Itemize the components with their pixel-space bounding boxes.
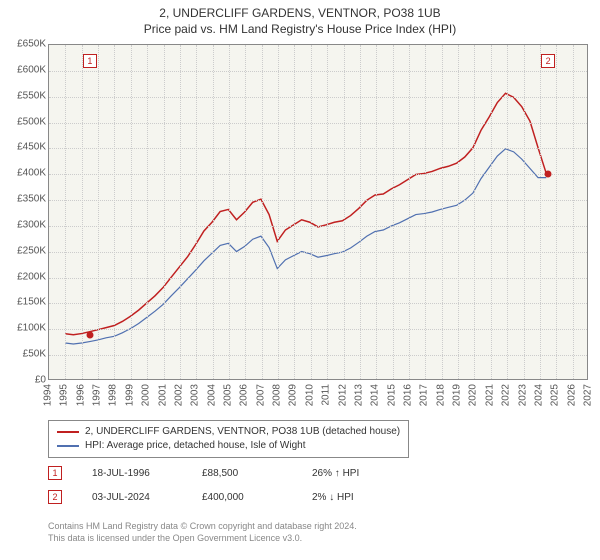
y-tick-label: £200K [17,271,46,282]
chart-subtitle: Price paid vs. HM Land Registry's House … [0,20,600,40]
x-tick-label: 2019 [452,384,463,406]
legend-label: HPI: Average price, detached house, Isle… [85,439,306,453]
x-tick-label: 2023 [517,384,528,406]
x-tick-label: 1999 [124,384,135,406]
x-tick-label: 2024 [533,384,544,406]
event-date: 18-JUL-1996 [92,468,172,479]
y-tick-label: £150K [17,297,46,308]
x-tick-label: 1994 [43,384,54,406]
x-tick-label: 2022 [501,384,512,406]
x-tick-label: 2018 [435,384,446,406]
legend: 2, UNDERCLIFF GARDENS, VENTNOR, PO38 1UB… [48,420,409,458]
y-tick-label: £250K [17,245,46,256]
y-tick-label: £350K [17,194,46,205]
x-tick-label: 1997 [92,384,103,406]
event-delta: 2% ↓ HPI [312,492,392,503]
event-price: £400,000 [202,492,282,503]
x-tick-label: 2008 [272,384,283,406]
event-price: £88,500 [202,468,282,479]
x-tick-label: 1995 [59,384,70,406]
x-tick-label: 2000 [141,384,152,406]
x-tick-label: 2012 [337,384,348,406]
footer-text: Contains HM Land Registry data © Crown c… [48,520,357,544]
data-point [545,171,552,178]
chart-title: 2, UNDERCLIFF GARDENS, VENTNOR, PO38 1UB [0,0,600,20]
y-tick-label: £450K [17,142,46,153]
x-tick-label: 2014 [370,384,381,406]
legend-label: 2, UNDERCLIFF GARDENS, VENTNOR, PO38 1UB… [85,425,400,439]
footer-line: This data is licensed under the Open Gov… [48,532,357,544]
x-tick-label: 2005 [223,384,234,406]
y-tick-label: £500K [17,116,46,127]
x-tick-label: 2020 [468,384,479,406]
legend-item: 2, UNDERCLIFF GARDENS, VENTNOR, PO38 1UB… [57,425,400,439]
x-tick-label: 2009 [288,384,299,406]
y-tick-label: £100K [17,323,46,334]
y-tick-label: £300K [17,219,46,230]
x-tick-label: 1998 [108,384,119,406]
y-tick-label: £50K [23,349,46,360]
x-tick-label: 2003 [190,384,201,406]
event-marker-icon: 2 [48,490,62,504]
chart-marker: 1 [83,54,97,68]
legend-swatch [57,445,79,447]
x-tick-label: 2016 [403,384,414,406]
plot-area: 12 [48,44,588,380]
event-date: 03-JUL-2024 [92,492,172,503]
x-tick-label: 2021 [484,384,495,406]
event-row: 1 18-JUL-1996 £88,500 26% ↑ HPI [48,466,392,480]
event-delta: 26% ↑ HPI [312,468,392,479]
x-tick-label: 2010 [304,384,315,406]
event-marker-icon: 1 [48,466,62,480]
y-tick-label: £650K [17,39,46,50]
data-point [86,332,93,339]
chart-marker: 2 [541,54,555,68]
x-tick-label: 2011 [321,384,332,406]
x-tick-label: 2017 [419,384,430,406]
x-tick-label: 2007 [255,384,266,406]
legend-swatch [57,431,79,433]
chart-container: 2, UNDERCLIFF GARDENS, VENTNOR, PO38 1UB… [0,0,600,560]
event-row: 2 03-JUL-2024 £400,000 2% ↓ HPI [48,490,392,504]
x-tick-label: 2025 [550,384,561,406]
y-tick-label: £550K [17,90,46,101]
x-tick-label: 2013 [353,384,364,406]
x-tick-label: 1996 [75,384,86,406]
y-tick-label: £600K [17,64,46,75]
x-tick-label: 2004 [206,384,217,406]
x-tick-label: 2002 [173,384,184,406]
x-tick-label: 2027 [583,384,594,406]
x-tick-label: 2015 [386,384,397,406]
x-tick-label: 2026 [566,384,577,406]
x-tick-label: 2006 [239,384,250,406]
footer-line: Contains HM Land Registry data © Crown c… [48,520,357,532]
x-tick-label: 2001 [157,384,168,406]
y-tick-label: £400K [17,168,46,179]
legend-item: HPI: Average price, detached house, Isle… [57,439,400,453]
